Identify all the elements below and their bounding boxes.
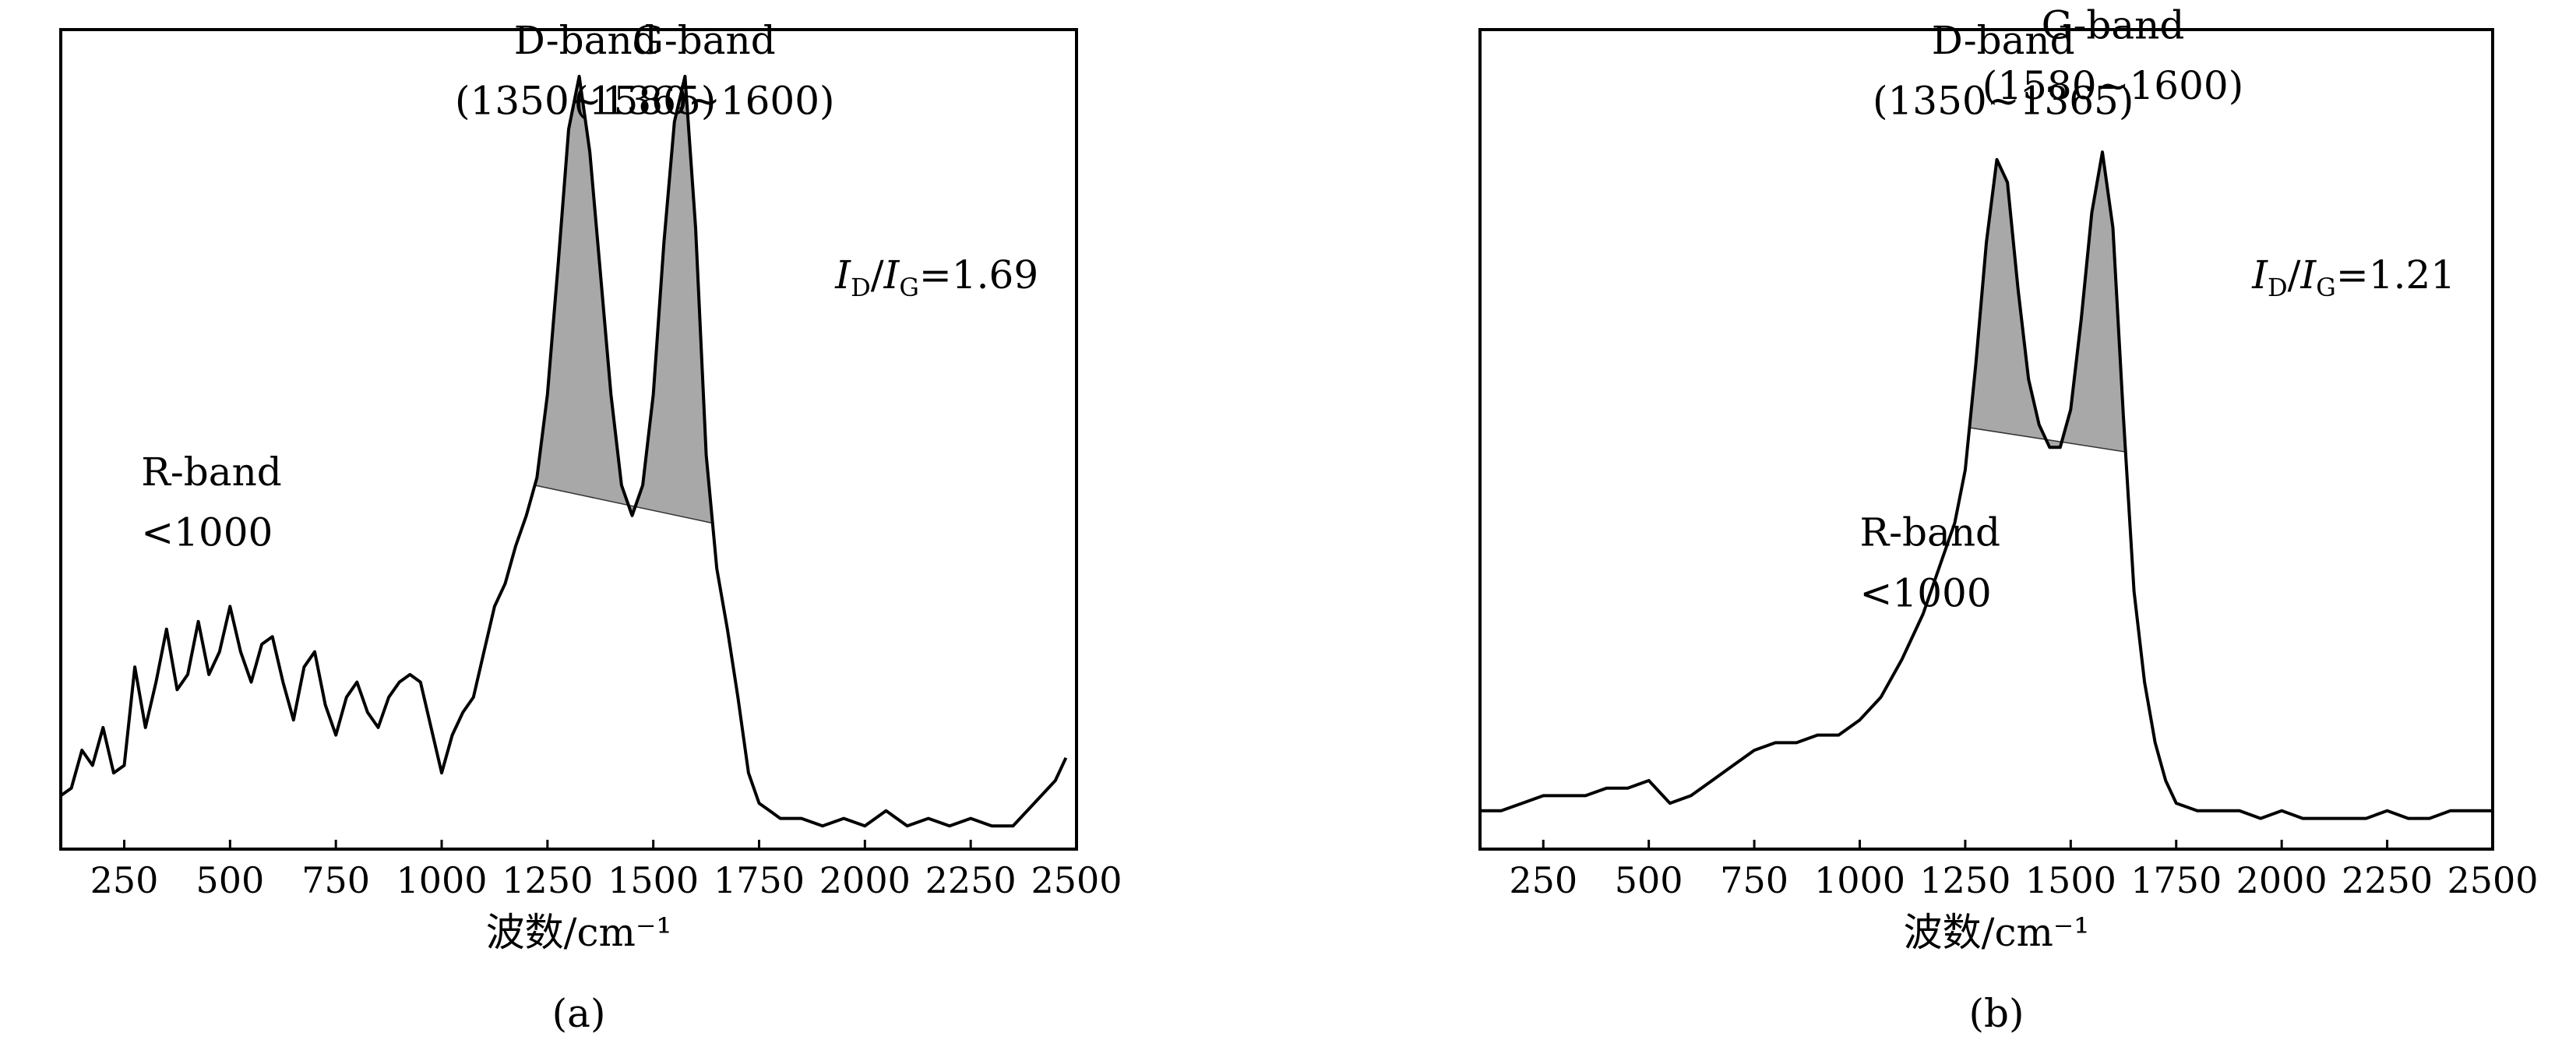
ratio-part-i2: I <box>2300 252 2317 298</box>
ratio-part-s1: D <box>2268 273 2288 302</box>
annotation-label: (1350~1365) <box>455 79 716 124</box>
annotation-label: G-band <box>2042 2 2185 48</box>
x-tick-label: 750 <box>1720 859 1788 901</box>
spectrum-line <box>59 75 1068 828</box>
annotation-label: (1580~1600) <box>1982 63 2243 108</box>
shaded-peak-area <box>534 76 714 524</box>
annotation-label: R-band <box>141 449 282 495</box>
x-tick-label: 750 <box>301 859 370 901</box>
intensity-ratio-label: ID/IG=1.69 <box>834 252 1038 302</box>
x-tick-label: 2500 <box>1031 859 1122 901</box>
chart-panel-b: 250 500 750 1000 1250 1500 1750 2000 2250 2500 波数/… <box>1478 2 2539 1036</box>
annotation-label: D-band <box>1932 18 2075 63</box>
x-axis-label: 波数/cm⁻¹ <box>1904 910 2090 955</box>
x-tick-label: 250 <box>1509 859 1577 901</box>
intensity-ratio-label: ID/IG=1.21 <box>2251 252 2455 302</box>
x-tick-label: 2250 <box>2342 859 2433 901</box>
ratio-part-s2: G <box>899 273 919 302</box>
x-tick-label: 2000 <box>2236 859 2328 901</box>
annotation-label: (1580~1600) <box>573 79 834 124</box>
annotation-label: R-band <box>1860 510 2001 555</box>
x-tick-label: 2000 <box>819 859 911 901</box>
x-tick-label: 1000 <box>1814 859 1905 901</box>
x-tick-label: 250 <box>90 859 159 901</box>
x-tick-label: 500 <box>196 859 264 901</box>
ratio-part-slash: / <box>871 252 884 298</box>
annotation-label: D-band <box>514 18 657 63</box>
ratio-part-value: =1.69 <box>919 252 1038 298</box>
ratio-part-value: =1.21 <box>2336 252 2455 298</box>
spectrum-line <box>1480 150 2493 820</box>
annotation-label: <1000 <box>141 510 273 555</box>
panel-label: (b) <box>1968 991 2024 1036</box>
ratio-part-s2: G <box>2316 273 2336 302</box>
annotation-label: (1350~1365) <box>1873 79 2134 124</box>
ratio-part-slash: / <box>2288 252 2301 298</box>
x-tick-label: 1250 <box>502 859 593 901</box>
ratio-part-i1: I <box>834 252 851 298</box>
annotation-label: <1000 <box>1860 570 1992 615</box>
ratio-part-i2: I <box>883 252 900 298</box>
x-tick-label: 1750 <box>2130 859 2222 901</box>
x-tick-label: 2500 <box>2447 859 2538 901</box>
ratio-part-i1: I <box>2251 252 2268 298</box>
x-tick-label: 1000 <box>396 859 487 901</box>
plot-frame <box>1478 28 2494 851</box>
panel-label: (a) <box>552 991 606 1036</box>
x-tick-label: 1250 <box>1919 859 2010 901</box>
ratio-part-s1: D <box>851 273 871 302</box>
x-tick-label: 1750 <box>714 859 805 901</box>
plot-frame <box>59 28 1078 851</box>
annotation-label: G-band <box>633 18 776 63</box>
x-tick-label: 1500 <box>2025 859 2116 901</box>
chart-panel-a: 250 500 750 1000 1250 1500 1750 2000 2250 2500 波数/… <box>59 18 1122 1036</box>
x-tick-label: 1500 <box>608 859 699 901</box>
x-tick-label: 2250 <box>925 859 1017 901</box>
x-axis-label: 波数/cm⁻¹ <box>486 910 672 955</box>
x-tick-label: 500 <box>1615 859 1683 901</box>
